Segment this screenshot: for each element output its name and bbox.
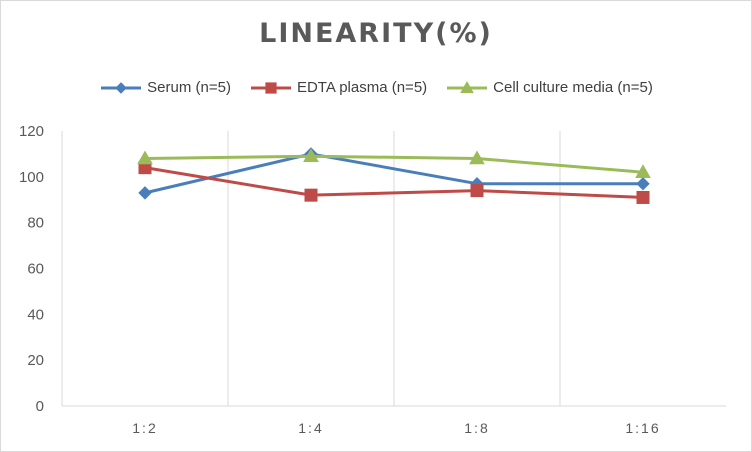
data-point-series-2 <box>469 150 485 165</box>
x-tick-label: 1:16 <box>625 420 660 436</box>
legend-key-marker <box>460 80 474 93</box>
legend-item-cell-culture-media: Cell culture media (n=5) <box>445 79 653 96</box>
y-tick-label: 40 <box>27 306 44 323</box>
data-point-series-2 <box>635 164 651 178</box>
data-point-series-1 <box>636 190 650 204</box>
legend-label-serum: Serum (n=5) <box>147 79 231 96</box>
legend-key-graphic <box>101 81 142 94</box>
legend-key-marker <box>115 81 127 94</box>
data-point-series-2 <box>137 150 153 165</box>
chart-legend: Serum (n=5) EDTA plasma (n=5) Cell cultu… <box>0 79 752 96</box>
legend-key-serum <box>99 81 143 95</box>
y-tick-label: 100 <box>19 169 44 186</box>
legend-label-cell-culture-media: Cell culture media (n=5) <box>493 79 653 96</box>
data-point-series-1 <box>304 188 318 202</box>
series-line-0 <box>144 152 643 195</box>
y-tick-label: 80 <box>27 215 44 232</box>
legend-key-cell-culture-media <box>445 80 489 95</box>
data-point-series-2 <box>303 148 319 162</box>
legend-key-edta-plasma <box>249 81 293 95</box>
data-point-series-0 <box>636 177 650 191</box>
y-tick-label: 60 <box>27 261 44 278</box>
legend-key-marker <box>265 81 277 94</box>
legend-item-edta-plasma: EDTA plasma (n=5) <box>249 79 427 96</box>
data-point-series-0 <box>138 186 152 200</box>
series-line-1 <box>144 166 644 199</box>
legend-key-graphic <box>250 81 291 94</box>
legend-label-edta-plasma: EDTA plasma (n=5) <box>296 79 428 96</box>
data-point-series-1 <box>470 184 484 198</box>
chart-title: LINEARITY(%) <box>259 18 493 49</box>
x-tick-label: 1:4 <box>298 420 323 436</box>
legend-item-serum: Serum (n=5) <box>99 79 231 96</box>
x-tick-label: 1:8 <box>464 420 489 436</box>
y-tick-label: 20 <box>27 352 44 369</box>
series-line-2 <box>144 154 644 174</box>
x-tick-label: 1:2 <box>132 420 157 436</box>
legend-key-graphic <box>447 80 488 93</box>
y-tick-label: 120 <box>19 123 44 140</box>
y-tick-label: 0 <box>36 398 44 415</box>
